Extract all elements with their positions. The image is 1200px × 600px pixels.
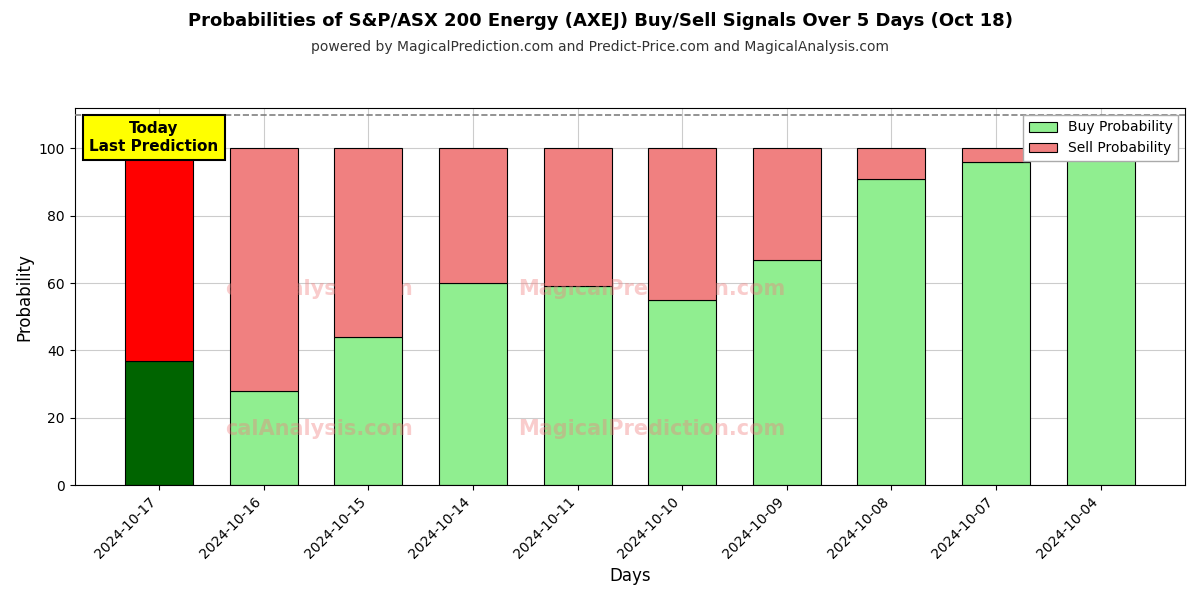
- Bar: [544, 286, 612, 485]
- Bar: [544, 148, 612, 286]
- Text: Probabilities of S&P/ASX 200 Energy (AXEJ) Buy/Sell Signals Over 5 Days (Oct 18): Probabilities of S&P/ASX 200 Energy (AXE…: [187, 12, 1013, 30]
- Bar: [752, 260, 821, 485]
- Bar: [962, 162, 1030, 485]
- Bar: [857, 148, 925, 179]
- Bar: [752, 148, 821, 260]
- Text: MagicalPrediction.com: MagicalPrediction.com: [518, 279, 786, 299]
- Bar: [229, 391, 298, 485]
- Text: powered by MagicalPrediction.com and Predict-Price.com and MagicalAnalysis.com: powered by MagicalPrediction.com and Pre…: [311, 40, 889, 54]
- Bar: [439, 148, 506, 283]
- Text: calAnalysis.com: calAnalysis.com: [226, 419, 413, 439]
- Bar: [125, 148, 193, 361]
- Bar: [229, 148, 298, 391]
- Bar: [439, 283, 506, 485]
- Text: Today
Last Prediction: Today Last Prediction: [89, 121, 218, 154]
- Text: MagicalPrediction.com: MagicalPrediction.com: [518, 419, 786, 439]
- Bar: [648, 300, 716, 485]
- Bar: [125, 361, 193, 485]
- Bar: [1067, 148, 1134, 485]
- Bar: [962, 148, 1030, 162]
- Legend: Buy Probability, Sell Probability: Buy Probability, Sell Probability: [1024, 115, 1178, 161]
- Y-axis label: Probability: Probability: [16, 253, 34, 341]
- Bar: [648, 148, 716, 300]
- Bar: [857, 179, 925, 485]
- Bar: [335, 148, 402, 337]
- Text: calAnalysis.com: calAnalysis.com: [226, 279, 413, 299]
- X-axis label: Days: Days: [610, 567, 650, 585]
- Bar: [335, 337, 402, 485]
